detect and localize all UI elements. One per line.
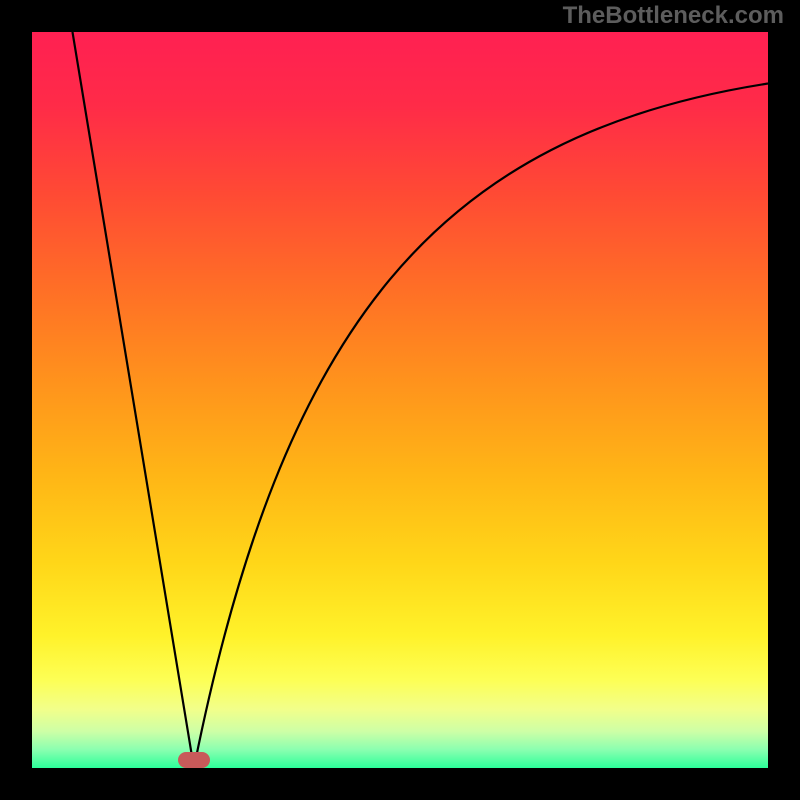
- optimal-point-marker: [178, 752, 210, 768]
- plot-area: [32, 32, 768, 768]
- bottleneck-curve: [32, 32, 768, 768]
- chart-container: TheBottleneck.com: [0, 0, 800, 800]
- watermark-text: TheBottleneck.com: [563, 2, 784, 30]
